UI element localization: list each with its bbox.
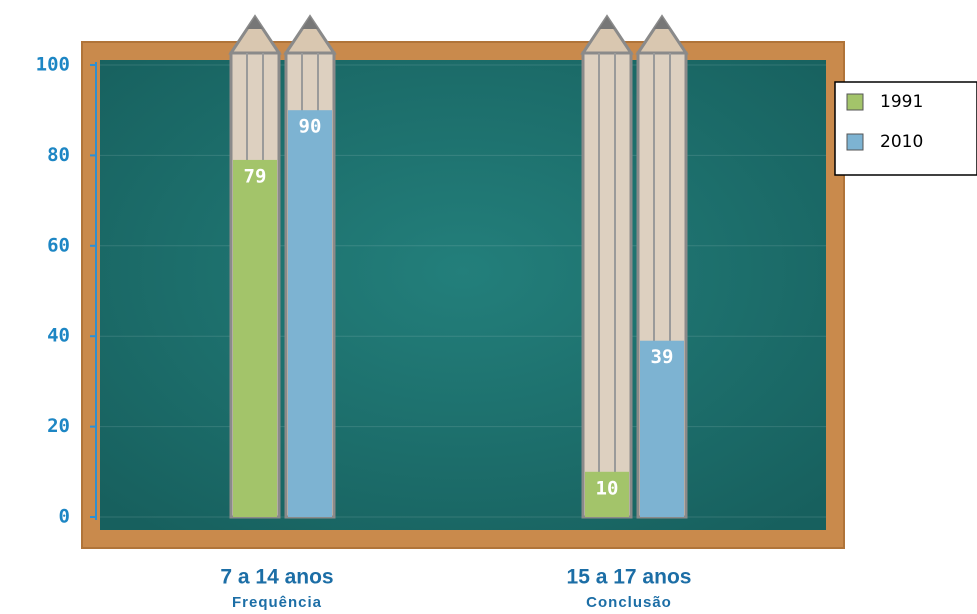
legend-label: 2010 (880, 132, 923, 152)
value-label: 79 (244, 165, 267, 187)
y-tick-label: 60 (47, 234, 70, 256)
pencil-lead (599, 17, 615, 29)
chalkboard (100, 60, 826, 530)
value-label: 39 (651, 346, 674, 368)
y-tick-label: 80 (47, 144, 70, 166)
bar (233, 159, 277, 518)
x-tick-label: 15 a 17 anos (567, 566, 692, 589)
legend-swatch (846, 93, 864, 111)
y-tick-label: 20 (47, 415, 70, 437)
legend-label: 1991 (880, 92, 923, 112)
x-tick-sublabel: Frequência (232, 594, 322, 611)
y-tick-label: 0 (59, 506, 70, 528)
y-tick-label: 100 (36, 54, 70, 76)
pencil-body (581, 51, 633, 519)
bar (288, 110, 332, 517)
x-tick-label: 7 a 14 anos (220, 566, 333, 589)
pencil-lead (654, 17, 670, 29)
y-tick-label: 40 (47, 325, 70, 347)
value-label: 90 (299, 116, 322, 138)
legend-swatch (846, 133, 864, 151)
bar (585, 471, 629, 517)
value-label: 10 (596, 477, 619, 499)
pencil-lead (302, 17, 318, 29)
x-tick-sublabel: Conclusão (586, 594, 672, 611)
bar (640, 340, 684, 517)
pencil-lead (247, 17, 263, 29)
